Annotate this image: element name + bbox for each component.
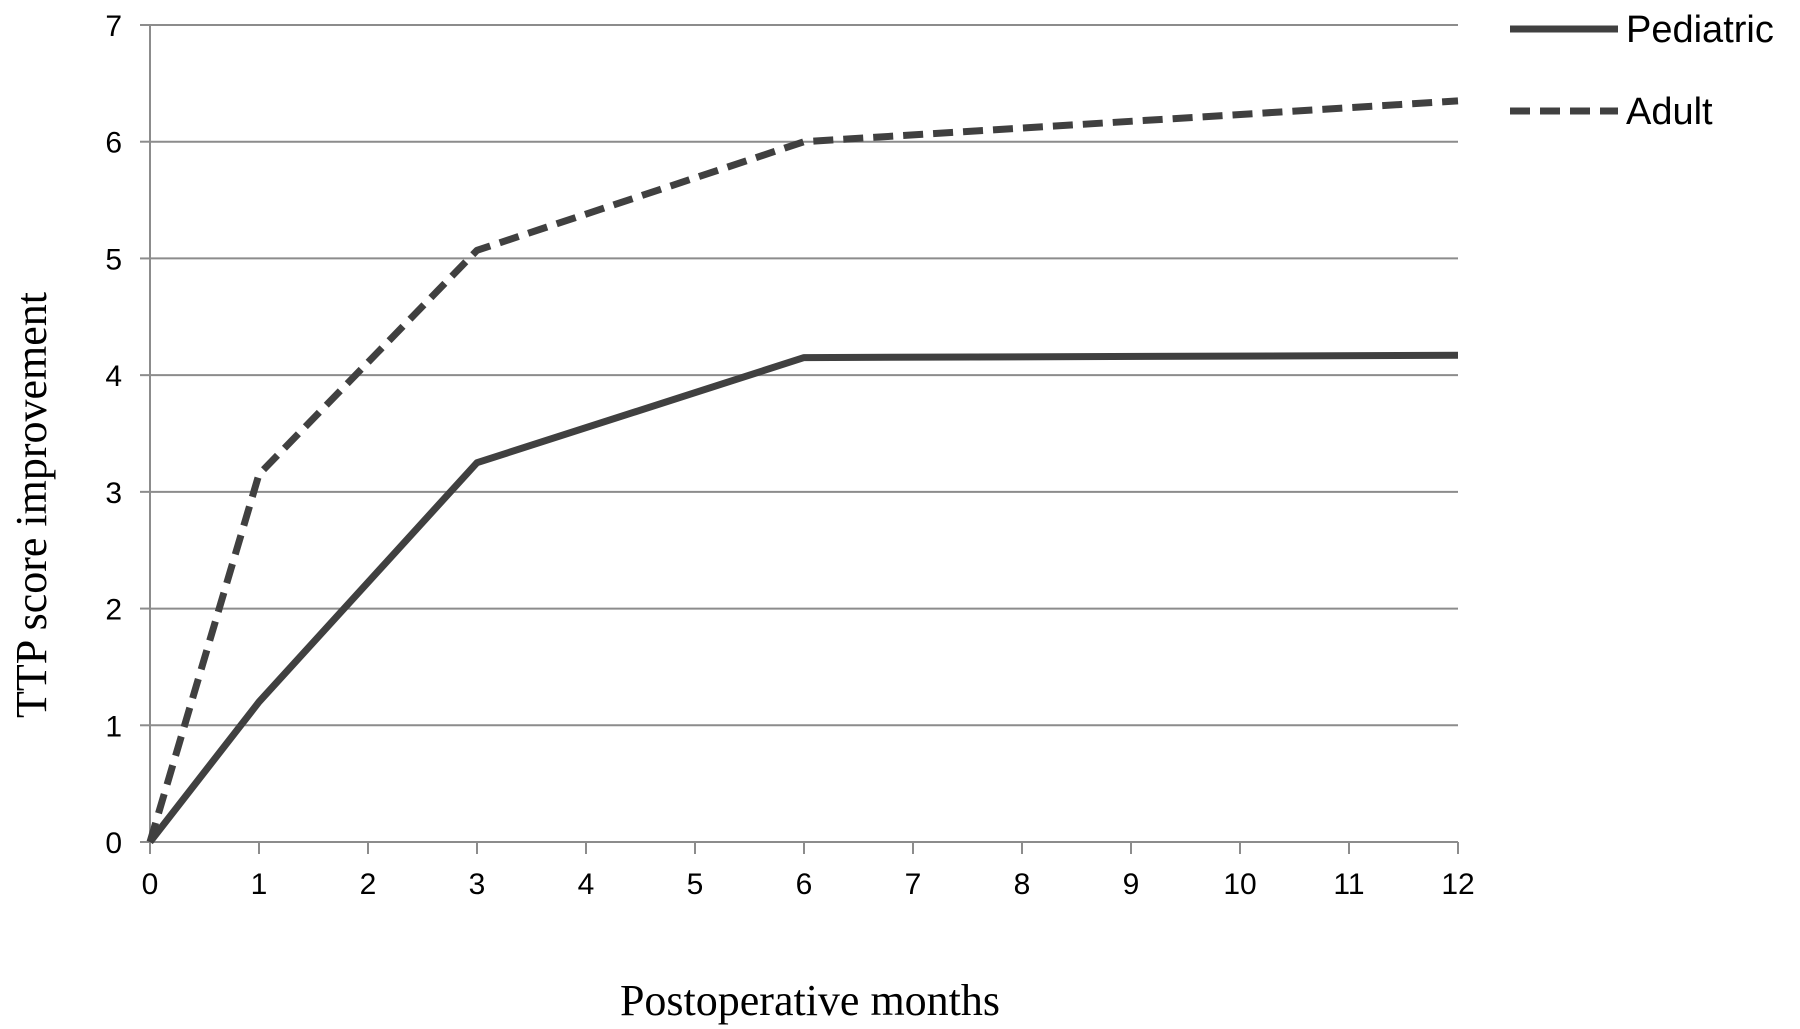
y-tick-label: 5: [105, 243, 122, 276]
y-tick-label: 0: [105, 827, 122, 860]
series-line-pediatric: [147, 351, 1459, 845]
legend: Pediatric Adult: [1510, 9, 1774, 133]
series-line-adult: [146, 97, 1459, 843]
y-tick-label: 4: [105, 360, 122, 393]
x-tick-label: 8: [1014, 868, 1031, 901]
x-tick-label: 2: [360, 868, 377, 901]
x-tick-label: 0: [142, 868, 159, 901]
y-tick-label: 6: [105, 127, 122, 160]
x-tick-label: 5: [687, 868, 704, 901]
axes: [149, 25, 1458, 843]
x-tick-label: 9: [1123, 868, 1140, 901]
y-tick-label: 2: [105, 594, 122, 627]
series-lines: [146, 97, 1459, 845]
x-tick-label: 4: [578, 868, 595, 901]
y-axis-ticks: 0 1 2 3 4 5 6 7: [105, 10, 150, 860]
x-axis-title: Postoperative months: [620, 976, 1000, 1025]
x-tick-label: 6: [796, 868, 813, 901]
legend-label-pediatric: Pediatric: [1626, 9, 1774, 51]
x-tick-label: 10: [1223, 868, 1256, 901]
y-tick-label: 3: [105, 477, 122, 510]
x-tick-label: 11: [1333, 868, 1364, 901]
legend-label-adult: Adult: [1626, 91, 1713, 133]
x-tick-label: 1: [251, 868, 268, 901]
y-tick-label: 7: [105, 10, 122, 43]
grid-lines: [150, 24, 1458, 727]
x-axis-ticks: 0 1 2 3 4 5 6 7 8 9 10 11 12: [142, 842, 1475, 901]
x-tick-label: 3: [469, 868, 486, 901]
x-tick-label: 7: [905, 868, 922, 901]
y-axis-title: TTP score improvement: [7, 292, 56, 718]
y-tick-label: 1: [105, 710, 122, 743]
x-tick-label: 12: [1441, 868, 1474, 901]
